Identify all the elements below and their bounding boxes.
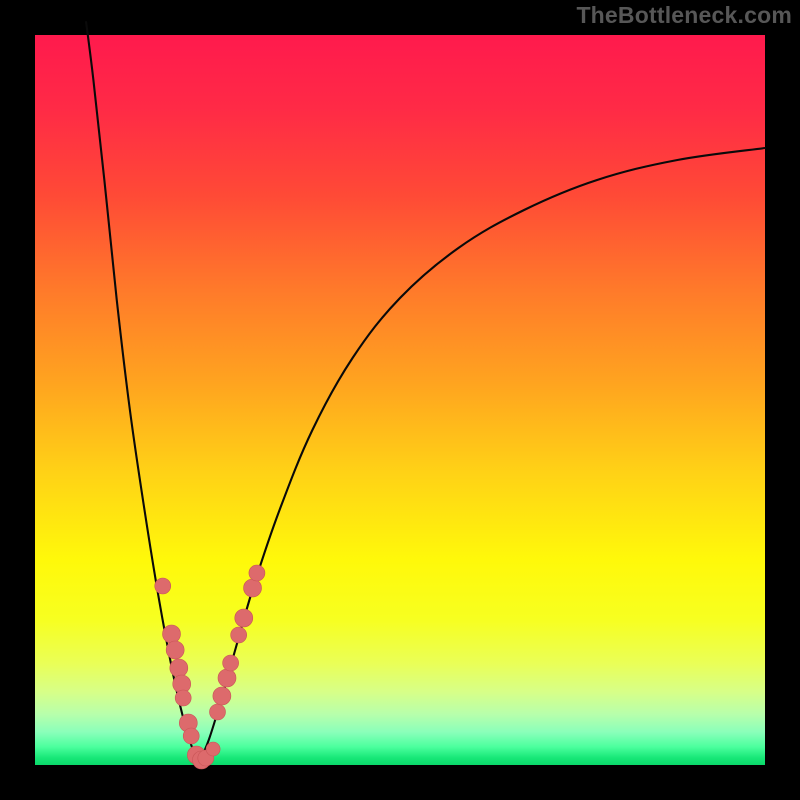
data-dot [170,659,188,677]
data-dot [166,641,184,659]
data-dot [210,704,226,720]
data-dot [163,625,181,643]
data-dot [244,579,262,597]
chart-stage: TheBottleneck.com [0,0,800,800]
data-dot [183,728,199,744]
data-dot [223,655,239,671]
plot-gradient-area [35,35,765,765]
data-dot [206,742,220,756]
bottleneck-chart-svg [0,0,800,800]
data-dot [175,690,191,706]
data-dot [231,627,247,643]
data-dot [218,669,236,687]
data-dot [155,578,171,594]
data-dot [213,687,231,705]
watermark-text: TheBottleneck.com [576,2,792,29]
data-dot [235,609,253,627]
data-dot [249,565,265,581]
